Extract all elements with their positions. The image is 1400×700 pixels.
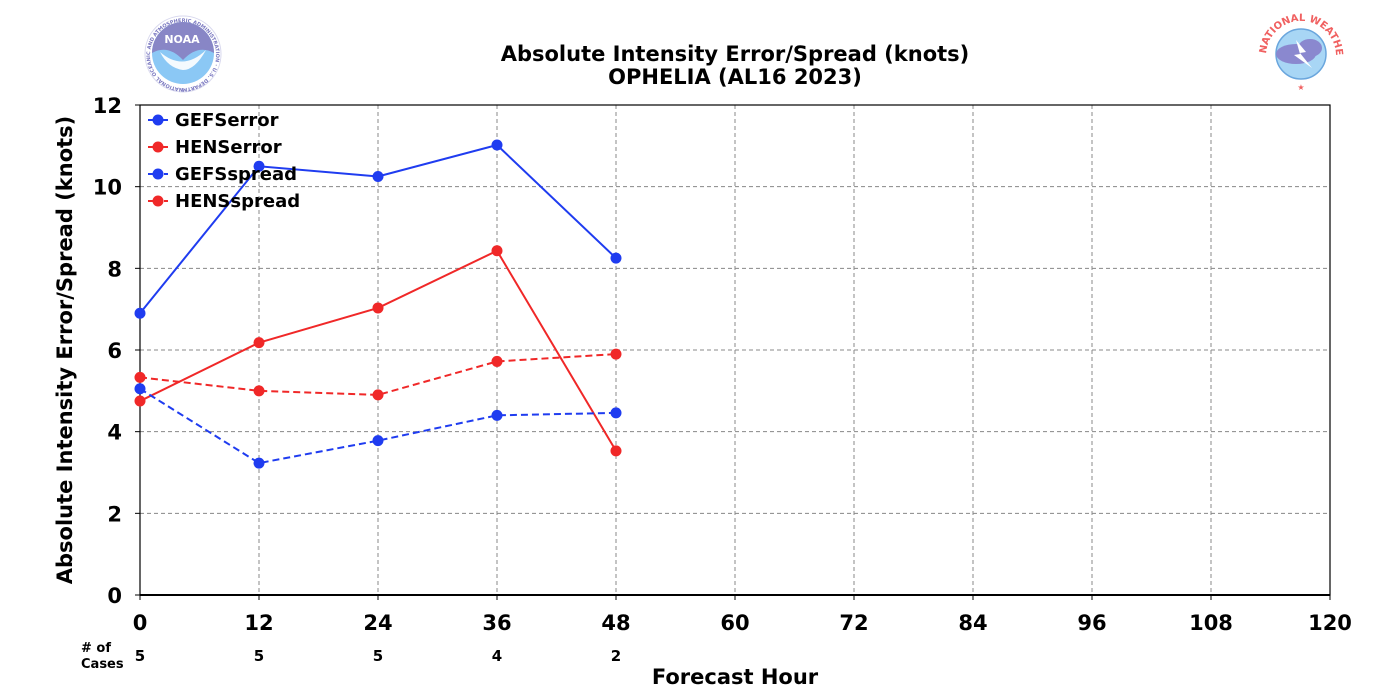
x-tick-label: 72 <box>839 611 868 635</box>
y-tick-label: 12 <box>93 94 122 118</box>
y-tick-label: 0 <box>107 584 122 608</box>
legend-label-gefsspread: GEFSspread <box>175 164 297 185</box>
chart-title: Absolute Intensity Error/Spread (knots) <box>501 42 970 66</box>
x-tick-label: 120 <box>1308 611 1352 635</box>
point-gefsspread <box>372 435 384 447</box>
x-tick-label: 36 <box>482 611 511 635</box>
case-count: 5 <box>135 647 145 665</box>
point-gefserror <box>253 160 265 172</box>
point-hensspread <box>610 348 622 360</box>
case-count: 4 <box>492 647 502 665</box>
point-henserror <box>253 337 265 349</box>
x-tick-label: 24 <box>363 611 392 635</box>
y-tick-label: 2 <box>107 502 122 526</box>
case-count: 5 <box>254 647 264 665</box>
point-gefserror <box>491 139 503 151</box>
legend-label-gefserror: GEFSerror <box>175 110 279 131</box>
chart-subtitle: OPHELIA (AL16 2023) <box>608 65 862 89</box>
case-count: 5 <box>373 647 383 665</box>
series-layer <box>134 139 622 469</box>
point-gefsspread <box>134 383 146 395</box>
x-tick-label: 60 <box>720 611 749 635</box>
series-line-gefsspread <box>139 387 617 465</box>
x-axis-label: Forecast Hour <box>652 665 819 689</box>
cases-row: 5 5 5 4 2 <box>135 647 621 665</box>
cases-label-line-2: Cases <box>81 657 124 672</box>
case-count: 2 <box>611 647 621 665</box>
x-tick-label: 0 <box>133 611 148 635</box>
point-henserror <box>134 395 146 407</box>
point-gefserror <box>610 252 622 264</box>
star-icon: ★ <box>1297 83 1304 92</box>
point-hensspread <box>372 389 384 401</box>
series-line-hensspread <box>139 353 617 396</box>
y-tick-label: 8 <box>107 257 122 281</box>
legend-marker-henserror <box>152 141 164 153</box>
point-henserror <box>491 245 503 257</box>
point-henserror <box>372 302 384 314</box>
legend: GEFSerror HENSerror GEFSspread HENSspread <box>148 110 300 212</box>
legend-label-hensspread: HENSspread <box>175 191 300 212</box>
point-henserror <box>610 445 622 457</box>
legend-marker-gefserror <box>152 114 164 126</box>
point-gefsspread <box>491 409 503 421</box>
point-hensspread <box>134 371 146 383</box>
legend-marker-gefsspread <box>152 168 164 180</box>
y-tick-label: 4 <box>107 421 122 445</box>
noaa-logo-text: NOAA <box>164 33 200 46</box>
x-tick-label: 48 <box>601 611 630 635</box>
legend-marker-hensspread <box>152 195 164 207</box>
y-axis-ticks: 0 2 4 6 8 10 12 <box>93 94 140 608</box>
y-tick-label: 6 <box>107 339 122 363</box>
point-gefsspread <box>610 407 622 419</box>
grid <box>140 105 1330 595</box>
x-tick-label: 96 <box>1077 611 1106 635</box>
point-hensspread <box>253 385 265 397</box>
x-tick-label: 12 <box>244 611 273 635</box>
point-gefserror <box>372 170 384 182</box>
x-tick-label: 84 <box>958 611 987 635</box>
x-tick-label: 108 <box>1189 611 1233 635</box>
noaa-logo: NATIONAL OCEANIC AND ATMOSPHERIC ADMINIS… <box>0 0 222 93</box>
legend-label-henserror: HENSerror <box>175 137 282 158</box>
cases-label-line-1: # of <box>81 641 111 656</box>
y-tick-label: 10 <box>93 176 122 200</box>
point-hensspread <box>491 355 503 367</box>
x-axis-ticks: 0 12 24 36 48 60 72 84 96 108 120 <box>133 595 1352 635</box>
point-gefserror <box>134 307 146 319</box>
y-axis-label: Absolute Intensity Error/Spread (knots) <box>53 116 77 585</box>
point-gefsspread <box>253 457 265 469</box>
